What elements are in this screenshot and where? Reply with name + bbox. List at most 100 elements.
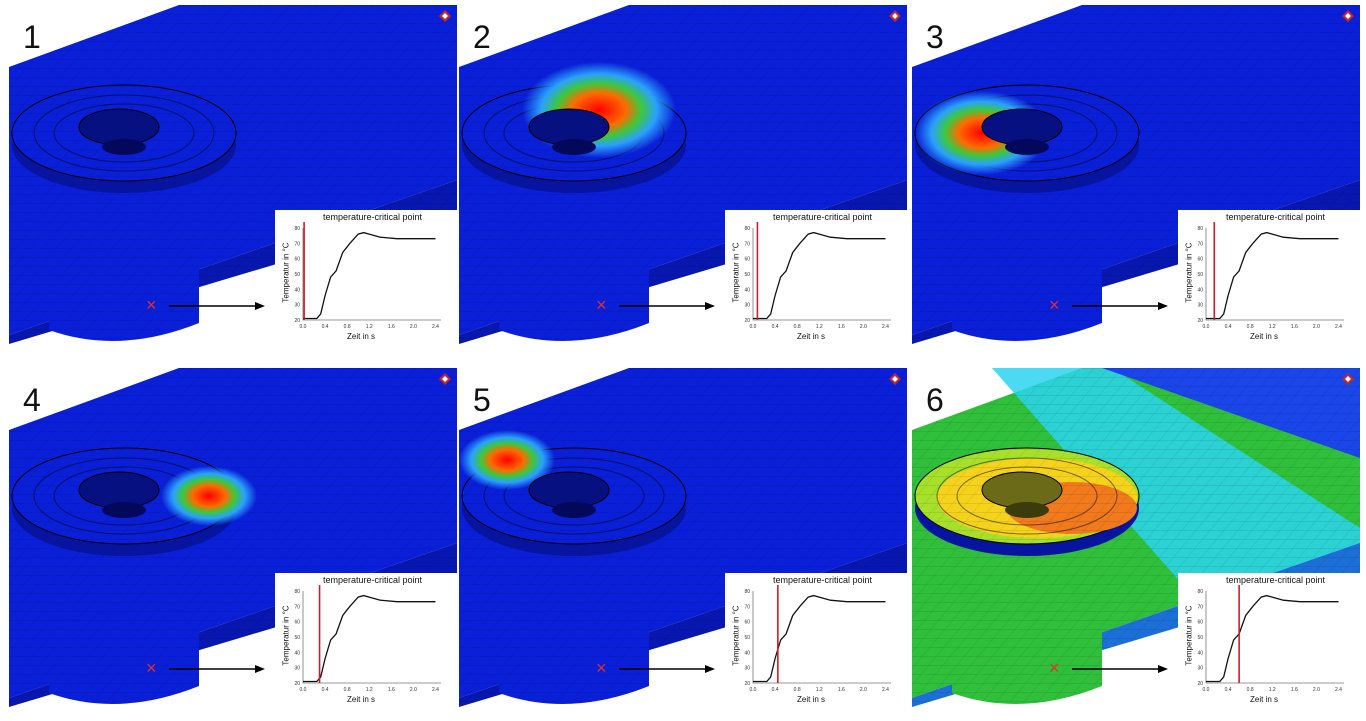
chart-axes: [302, 228, 441, 321]
y-tick-label: 50: [744, 272, 750, 278]
panel-5: 5 × temperature-critical point Temperatur i…: [459, 368, 907, 707]
y-tick-label: 70: [744, 241, 750, 247]
chart-title: temperature-critical point: [1226, 212, 1326, 222]
y-tick-label: 60: [1197, 620, 1203, 626]
fe-model-scene: [459, 368, 907, 707]
y-tick-label: 20: [294, 318, 300, 324]
chart-axes: [752, 591, 891, 684]
y-tick-label: 50: [1197, 272, 1203, 278]
temperature-chart: temperature-critical point Temperatur in …: [725, 573, 907, 707]
x-tick-label: 1.6: [388, 687, 395, 693]
x-tick-label: 0.0: [300, 324, 307, 330]
chart-title: temperature-critical point: [773, 212, 873, 222]
y-tick-label: 60: [294, 257, 300, 263]
critical-point-marker-icon: ×: [146, 658, 157, 678]
chart-axes: [1205, 591, 1344, 684]
heat-spot: [522, 62, 676, 158]
x-tick-label: 1.2: [816, 324, 823, 330]
arrow-icon: [619, 302, 715, 310]
x-tick-label: 2.0: [410, 687, 417, 693]
y-tick-label: 30: [1197, 303, 1203, 309]
chart-axes: [752, 228, 891, 321]
arrow-icon: [619, 665, 715, 673]
y-tick-label: 80: [744, 226, 750, 232]
temperature-chart: temperature-critical point Temperatur in …: [275, 210, 457, 344]
critical-point-marker-icon: ×: [1049, 658, 1060, 678]
temperature-curve: [303, 594, 436, 683]
temperature-chart: temperature-critical point Temperatur in …: [725, 210, 907, 344]
chart-plot: 20 30 40 50 60 70 80 0.0 0.4 0.8 1.2 1.6 2.0 2.4: [744, 585, 891, 693]
arrow-icon: [1072, 302, 1168, 310]
x-tick-label: 2.0: [860, 324, 867, 330]
y-tick-label: 70: [1197, 604, 1203, 610]
x-tick-label: 2.0: [1313, 687, 1320, 693]
x-tick-label: 0.8: [794, 687, 801, 693]
y-tick-label: 70: [1197, 241, 1203, 247]
x-tick-label: 1.2: [816, 687, 823, 693]
heat-spot: [161, 466, 257, 526]
x-tick-label: 2.4: [882, 324, 889, 330]
y-tick-label: 40: [294, 650, 300, 656]
x-tick-label: 1.6: [1291, 687, 1298, 693]
x-tick-label: 0.4: [1225, 687, 1232, 693]
fe-model-scene: [912, 368, 1360, 707]
y-tick-label: 40: [294, 287, 300, 293]
y-tick-label: 50: [1197, 635, 1203, 641]
critical-point-marker-icon: ×: [596, 658, 607, 678]
chart-title: temperature-critical point: [773, 575, 873, 585]
panel-number: 5: [473, 382, 491, 418]
y-tick-label: 40: [1197, 287, 1203, 293]
x-tick-label: 2.0: [410, 324, 417, 330]
x-tick-label: 0.0: [750, 687, 757, 693]
x-axis-label: Zeit in s: [347, 332, 376, 341]
panel-number: 4: [23, 382, 41, 418]
y-tick-label: 80: [1197, 589, 1203, 595]
heat-spot: [459, 430, 555, 490]
chart-plot: 20 30 40 50 60 70 80 0.0 0.4 0.8 1.2 1.6 2.0 2.4: [1197, 585, 1344, 693]
critical-point-marker-icon: ×: [146, 295, 157, 315]
x-tick-label: 2.4: [1335, 687, 1342, 693]
x-tick-label: 1.6: [1291, 324, 1298, 330]
y-tick-label: 80: [294, 589, 300, 595]
y-tick-label: 40: [744, 650, 750, 656]
chart-plot: 20 30 40 50 60 70 80 0.0 0.4 0.8 1.2 1.6 2.0 2.4: [744, 222, 891, 330]
y-tick-label: 30: [294, 666, 300, 672]
institute-logo-icon: [889, 372, 901, 385]
y-tick-label: 30: [294, 303, 300, 309]
temperature-chart: temperature-critical point Temperatur in …: [1178, 573, 1360, 707]
arrow-icon: [1072, 665, 1168, 673]
x-tick-label: 0.8: [794, 324, 801, 330]
y-tick-label: 50: [294, 272, 300, 278]
y-tick-label: 80: [294, 226, 300, 232]
institute-logo-icon: [889, 9, 901, 22]
x-tick-label: 2.4: [1335, 324, 1342, 330]
x-tick-label: 0.4: [1225, 324, 1232, 330]
y-tick-label: 40: [1197, 650, 1203, 656]
x-tick-label: 0.0: [1203, 687, 1210, 693]
arrow-icon: [169, 665, 265, 673]
fe-model-scene: [9, 5, 457, 344]
temperature-curve: [753, 594, 886, 683]
chart-title: temperature-critical point: [1226, 575, 1326, 585]
y-tick-label: 20: [1197, 681, 1203, 687]
institute-logo-icon: [1342, 372, 1354, 385]
x-tick-label: 1.2: [366, 687, 373, 693]
x-tick-label: 0.8: [344, 687, 351, 693]
x-axis-label: Zeit in s: [797, 695, 826, 704]
x-tick-label: 2.0: [1313, 324, 1320, 330]
x-tick-label: 1.6: [388, 324, 395, 330]
temperature-curve: [753, 231, 886, 320]
y-tick-label: 30: [744, 303, 750, 309]
x-axis-label: Zeit in s: [347, 695, 376, 704]
y-tick-label: 40: [744, 287, 750, 293]
institute-logo-icon: [1342, 9, 1354, 22]
chart-axes: [302, 591, 441, 684]
y-tick-label: 20: [744, 681, 750, 687]
panel-4: 4 × temperature-critical point Temperatur i…: [9, 368, 457, 707]
y-tick-label: 70: [294, 241, 300, 247]
y-tick-label: 80: [1197, 226, 1203, 232]
panel-number: 3: [926, 19, 944, 55]
chart-plot: 20 30 40 50 60 70 80 0.0 0.4 0.8 1.2 1.6 2.0 2.4: [1197, 222, 1344, 330]
fe-model-scene: [459, 5, 907, 344]
x-tick-label: 0.8: [1247, 324, 1254, 330]
